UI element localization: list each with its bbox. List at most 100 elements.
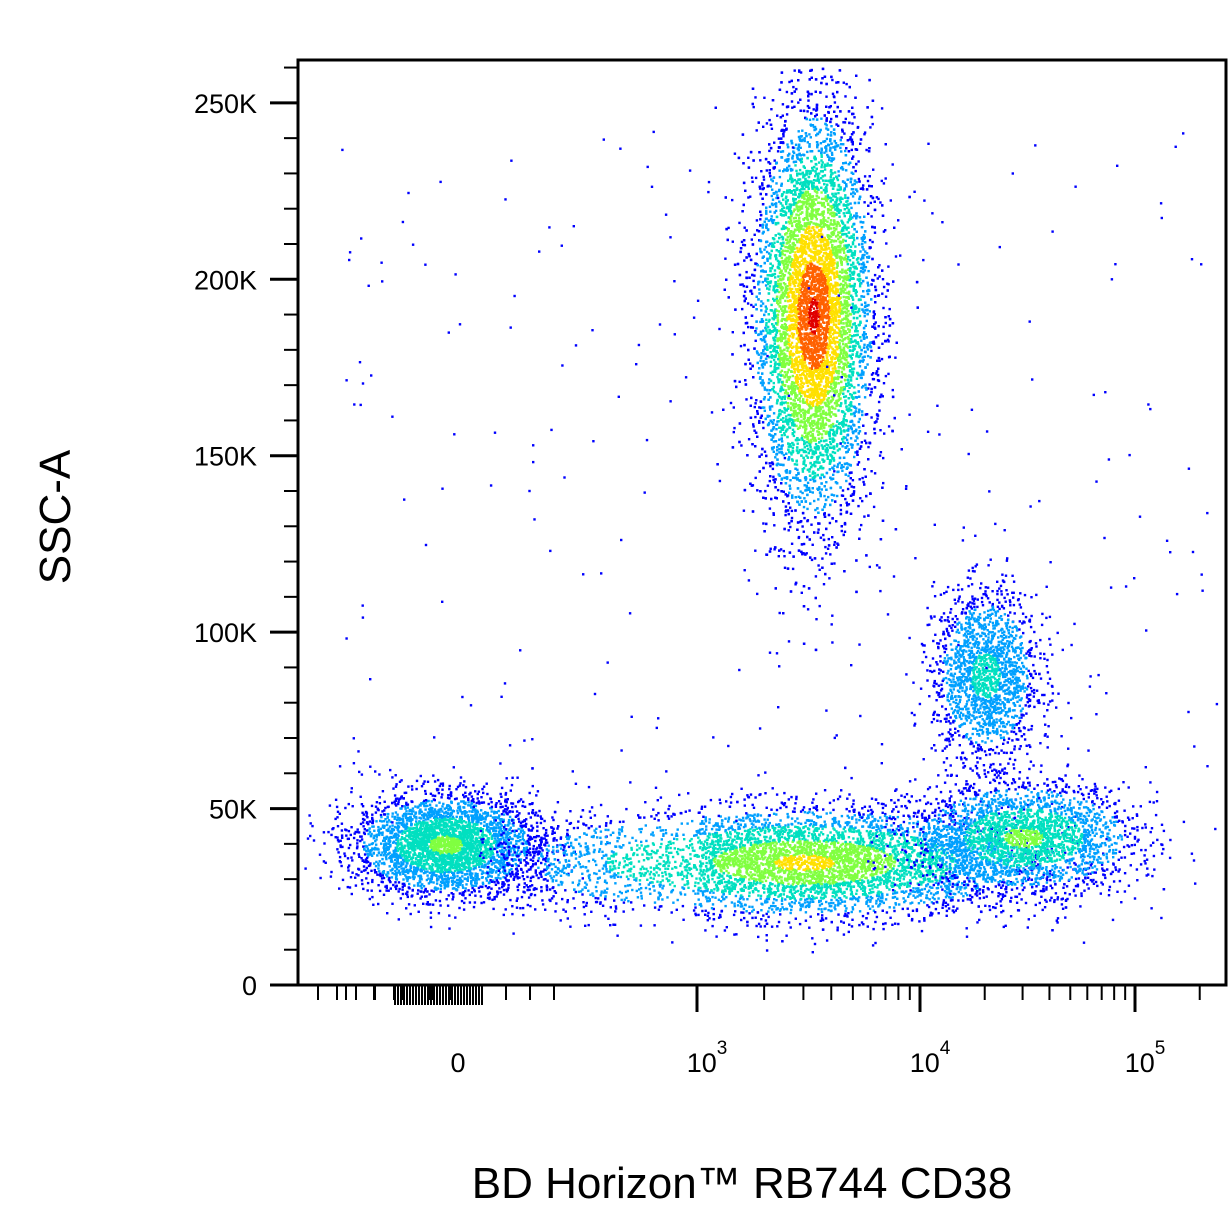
- event-dot: [860, 441, 863, 444]
- event-dot: [803, 459, 806, 462]
- event-dot: [835, 266, 839, 269]
- event-dot: [749, 362, 752, 365]
- event-dot: [807, 99, 810, 102]
- event-dot: [817, 455, 820, 458]
- event-dot: [786, 333, 789, 336]
- event-dot: [839, 320, 843, 323]
- event-dot: [788, 335, 791, 338]
- event-dot: [859, 497, 862, 500]
- event-dot: [837, 231, 840, 234]
- event-dot: [790, 408, 793, 412]
- event-dot: [854, 169, 857, 173]
- event-dot: [833, 229, 836, 232]
- event-dot: [863, 315, 866, 318]
- event-dot: [807, 357, 810, 360]
- event-dot: [870, 215, 873, 218]
- event-dot: [796, 427, 800, 430]
- event-dot: [822, 583, 826, 586]
- event-dot: [791, 428, 795, 431]
- event-dot: [768, 318, 771, 322]
- event-dot: [780, 369, 784, 372]
- event-dot: [770, 127, 774, 130]
- event-dot: [812, 108, 815, 111]
- event-dot: [757, 333, 760, 337]
- event-dot: [776, 392, 780, 396]
- event-dot: [844, 194, 847, 197]
- event-dot: [776, 150, 780, 153]
- event-dot: [791, 446, 795, 449]
- event-dot: [843, 441, 846, 445]
- event-dot: [831, 78, 834, 82]
- event-dot: [862, 480, 865, 484]
- event-dot: [785, 227, 789, 230]
- event-dot: [772, 440, 775, 443]
- event-dot: [769, 360, 773, 363]
- event-dot: [769, 364, 772, 368]
- event-dot: [843, 251, 846, 254]
- event-dot: [799, 335, 802, 338]
- event-dot: [880, 357, 884, 361]
- event-dot: [778, 290, 781, 294]
- event-dot: [857, 383, 860, 387]
- event-dot: [772, 434, 775, 438]
- event-dot: [826, 162, 829, 165]
- event-dot: [835, 431, 838, 435]
- event-dot: [849, 202, 852, 205]
- event-dot: [753, 405, 756, 409]
- event-dot: [815, 618, 818, 621]
- event-dot: [876, 359, 879, 362]
- event-dot: [801, 525, 804, 528]
- event-dot: [812, 179, 816, 182]
- event-dot: [839, 427, 842, 431]
- event-dot: [838, 224, 841, 227]
- event-dot: [782, 170, 785, 173]
- event-dot: [779, 247, 783, 250]
- event-dot: [825, 147, 828, 151]
- event-dot: [818, 432, 822, 435]
- event-dot: [862, 248, 865, 251]
- event-dot: [731, 331, 734, 334]
- event-dot: [809, 328, 813, 331]
- event-dot: [798, 178, 802, 181]
- event-dot: [847, 474, 850, 478]
- event-dot: [801, 129, 804, 132]
- event-dot: [773, 269, 777, 272]
- event-dot: [781, 250, 784, 254]
- event-dot: [802, 542, 806, 546]
- event-dot: [763, 96, 766, 99]
- event-dot: [835, 225, 838, 228]
- event-dot: [756, 229, 759, 232]
- event-dot: [866, 354, 870, 358]
- event-dot: [765, 169, 768, 172]
- event-dot: [884, 374, 888, 378]
- event-dot: [817, 161, 821, 164]
- event-dot: [869, 394, 872, 397]
- event-dot: [826, 302, 829, 305]
- event-dot: [834, 407, 837, 410]
- event-dot: [760, 170, 763, 173]
- event-dot: [791, 106, 794, 109]
- event-dot: [844, 239, 847, 243]
- event-dot: [819, 422, 822, 425]
- event-dot: [806, 432, 809, 435]
- event-dot: [777, 303, 780, 306]
- event-dot: [755, 327, 758, 330]
- event-dot: [840, 219, 843, 222]
- event-dot: [793, 105, 796, 108]
- event-dot: [840, 150, 843, 153]
- event-dot: [858, 216, 862, 219]
- event-dot: [817, 528, 820, 531]
- event-dot: [761, 280, 764, 284]
- event-dot: [789, 479, 792, 482]
- event-dot: [835, 177, 839, 180]
- event-dot: [814, 298, 817, 302]
- event-dot: [835, 336, 839, 339]
- event-dot: [832, 473, 835, 476]
- event-dot: [763, 409, 766, 412]
- event-dot: [845, 438, 849, 442]
- event-dot: [844, 196, 847, 199]
- event-dot: [882, 332, 885, 335]
- event-dot: [771, 317, 774, 320]
- event-dot: [805, 292, 808, 295]
- event-dot: [810, 391, 813, 395]
